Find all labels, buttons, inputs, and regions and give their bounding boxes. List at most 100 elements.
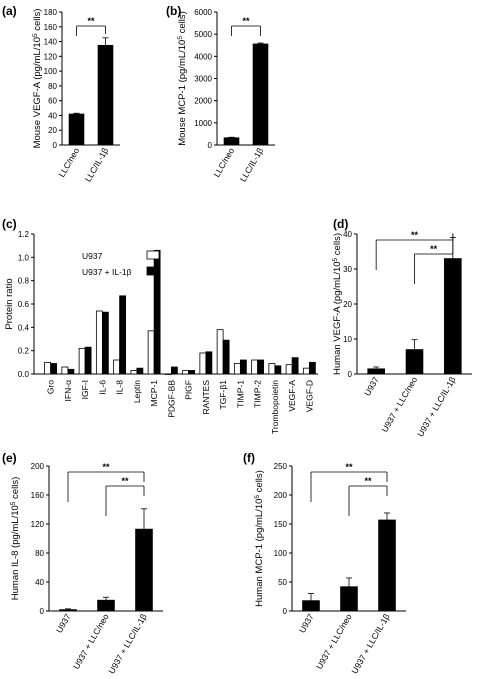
x-tick-label: LLC/IL-1β <box>238 146 265 184</box>
significance-label: ** <box>345 462 353 472</box>
bar-u937 <box>113 359 121 375</box>
significance-label: ** <box>430 244 438 254</box>
x-tick-label: U937 <box>54 612 73 635</box>
bar <box>405 349 424 375</box>
y-tick-label: 50 <box>278 578 287 587</box>
x-tick-label: U937 + LLC/neo <box>314 612 354 671</box>
bar-u937-il1b <box>119 295 127 375</box>
y-tick-label: 20 <box>48 126 57 135</box>
significance-label: ** <box>364 476 372 486</box>
x-tick-label: Leptin <box>132 380 142 403</box>
x-tick-label: LLC/neo <box>212 146 237 179</box>
x-tick-label: U937 + LLC/IL-1β <box>106 612 148 676</box>
x-tick-label: U937 + LLC/neo <box>71 612 111 671</box>
y-tick-label: 250 <box>274 462 288 471</box>
x-tick-label: IL-6 <box>97 380 107 395</box>
bar-u937 <box>285 364 293 375</box>
x-tick-label: VEGF-A <box>287 380 297 412</box>
x-tick-label: TGF-β1 <box>218 380 228 410</box>
y-tick-label: 30 <box>343 265 352 274</box>
bar <box>68 113 85 146</box>
y-tick-label: 140 <box>44 38 58 47</box>
bar-u937-il1b <box>308 361 316 375</box>
y-axis-label: Human VEGF-A (pg/mL/105 cells) <box>332 233 343 375</box>
bar-u937 <box>164 373 172 375</box>
y-tick-label: 40 <box>35 578 44 587</box>
bar-u937-il1b <box>136 367 144 375</box>
y-tick-label: 80 <box>48 82 57 91</box>
y-tick-label: 10 <box>343 335 352 344</box>
bar-u937 <box>44 361 52 375</box>
bar <box>378 519 396 612</box>
x-tick-label: TIMP-2 <box>253 380 263 408</box>
bar-u937 <box>199 352 207 375</box>
y-tick-label: 0.2 <box>18 347 30 356</box>
y-tick-label: 0.6 <box>18 300 30 309</box>
legend-swatch <box>146 266 160 276</box>
bar-u937-il1b <box>153 249 161 375</box>
legend-label: U937 <box>82 251 103 261</box>
y-tick-label: 1000 <box>194 119 212 128</box>
bar-u937-il1b <box>257 359 265 375</box>
y-tick-label: 20 <box>343 300 352 309</box>
chart-human-il-8: 0 40 80 120 160 200 Human IL-8 (pg/mL/105 cell… <box>10 462 163 675</box>
y-tick-label: 0 <box>283 607 288 616</box>
bar-u937 <box>268 363 276 375</box>
y-tick-label: 0.8 <box>18 277 30 286</box>
bar-u937 <box>61 366 69 375</box>
bar <box>252 43 269 146</box>
bar <box>223 137 240 146</box>
bar-u937 <box>216 329 224 375</box>
significance-label: ** <box>411 230 419 240</box>
x-tick-label: TIMP-1 <box>235 380 245 408</box>
significance-label: ** <box>102 462 110 472</box>
x-tick-label: VEGF-D <box>304 380 314 412</box>
bar-u937 <box>182 370 190 375</box>
x-tick-label: U937 + LLC/IL-1β <box>415 375 457 439</box>
bar <box>135 528 153 612</box>
x-tick-label: U937 + LLC/IL-1β <box>349 612 391 676</box>
y-tick-label: 0 <box>208 141 213 150</box>
y-tick-label: 120 <box>31 520 45 529</box>
chart-mouse-mcp-1: 0 1000 2000 3000 4000 5000 6000 Mouse MCP-1 (pg… <box>177 8 275 183</box>
bar <box>367 368 385 375</box>
y-tick-label: 200 <box>274 491 288 500</box>
x-tick-label: Trombopoietin <box>270 380 280 434</box>
bar-u937-il1b <box>239 359 247 375</box>
y-tick-label: 160 <box>44 23 58 32</box>
y-tick-label: 4000 <box>194 52 212 61</box>
x-tick-label: PIGF <box>184 380 194 400</box>
y-tick-label: 40 <box>343 230 352 239</box>
y-tick-label: 80 <box>35 549 44 558</box>
significance-label: ** <box>242 16 250 26</box>
y-tick-label: 2000 <box>194 97 212 106</box>
bar-u937 <box>147 330 155 375</box>
bar-u937-il1b <box>188 370 196 375</box>
chart-human-mcp-1: 0 50 100 150 200 250 Human MCP-1 (pg/mL/105 ce… <box>254 462 406 675</box>
x-tick-label: IFN-α <box>63 380 73 402</box>
panel-label-a: (a) <box>2 4 17 18</box>
bar-u937 <box>78 347 86 375</box>
x-tick-label: MCP-1 <box>149 380 159 407</box>
y-tick-label: 0.4 <box>18 323 30 332</box>
y-tick-label: 0 <box>40 607 45 616</box>
bar-u937-il1b <box>274 365 282 375</box>
y-tick-label: 1.2 <box>18 230 30 239</box>
y-axis-label: Mouse MCP-1 (pg/mL/105 cells) <box>177 11 188 146</box>
legend-label: U937 + IL-1β <box>82 267 132 277</box>
y-tick-label: 160 <box>31 491 45 500</box>
chart-protein-ratio: 0.0 0.2 0.4 0.6 0.8 1.0 1.2 Protein ratio Gro IFN… <box>4 230 318 434</box>
bar-u937-il1b <box>170 366 178 375</box>
panel-label-c: (c) <box>2 217 17 231</box>
x-tick-label: Gro <box>46 380 56 394</box>
y-tick-label: 1.0 <box>18 253 30 262</box>
bar-u937 <box>233 363 241 375</box>
significance-label: ** <box>87 16 95 26</box>
y-axis-label: Human IL-8 (pg/mL/105 cells) <box>10 477 21 600</box>
y-tick-label: 100 <box>44 67 58 76</box>
bar <box>97 599 115 612</box>
panel-label-f: (f) <box>243 451 255 465</box>
y-tick-label: 180 <box>44 8 58 17</box>
